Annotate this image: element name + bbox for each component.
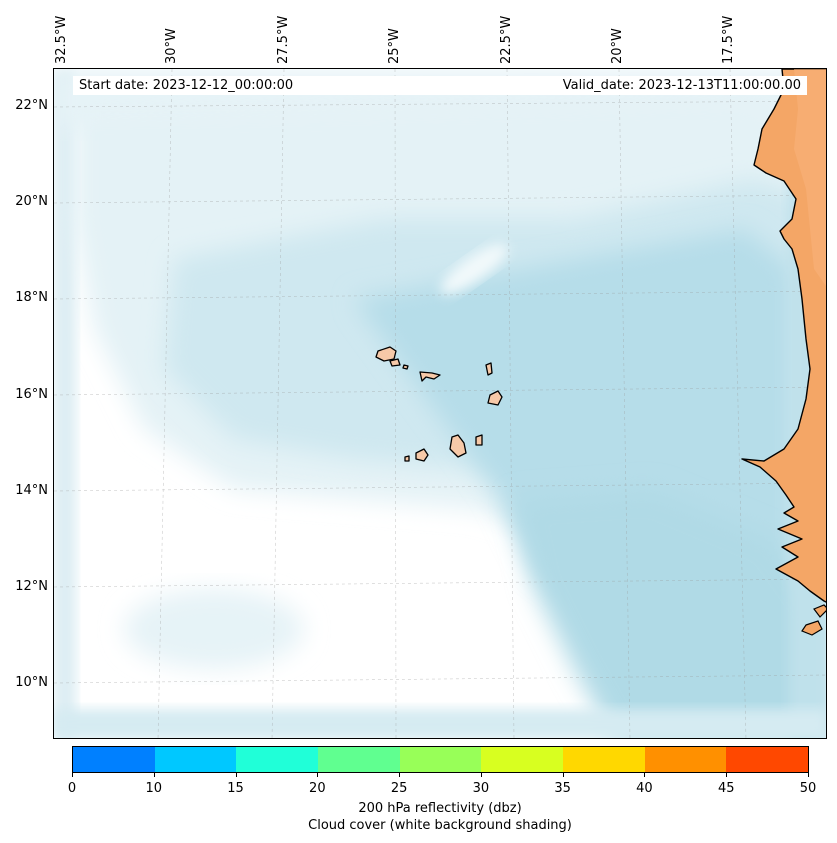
- colorbar-tick-label-3: 20: [309, 781, 326, 796]
- colorbar-tick-label-0: 0: [67, 781, 77, 796]
- colorbar-tick-label-7: 40: [636, 781, 653, 796]
- colorbar-tick-label-6: 35: [554, 781, 571, 796]
- valid-date-label: Valid_date: 2023-12-13T11:00:00.00: [562, 78, 801, 93]
- colorbar-label-cloud-cover: Cloud cover (white background shading): [308, 818, 572, 833]
- map-panel[interactable]: [53, 68, 827, 739]
- bissagos-islands: [801, 604, 826, 636]
- island-sal: [485, 362, 493, 376]
- lat-label-10n: 10°N: [15, 675, 48, 690]
- island-santo-antao: [375, 346, 397, 362]
- colorbar-tickmark-3: [317, 773, 319, 777]
- date-info-bar: Start date: 2023-12-12_00:00:00 Valid_da…: [73, 76, 807, 95]
- lon-label-22-5w: 22.5°W: [499, 15, 514, 64]
- cloud-left-edge: [54, 69, 76, 738]
- gridline-lon-20w: [618, 69, 631, 738]
- lat-label-22n: 22°N: [15, 98, 48, 113]
- gridline-lon-27-5w: [271, 69, 285, 738]
- colorbar-tickmark-2: [235, 773, 237, 777]
- colorbar-tickmark-9: [808, 773, 809, 777]
- colorbar-tick-label-8: 45: [717, 781, 735, 796]
- lat-label-12n: 12°N: [15, 579, 48, 594]
- colorbar-segment-1: [154, 747, 237, 772]
- colorbar-tickmark-7: [644, 773, 646, 777]
- gridline-lon-22-5w: [506, 69, 515, 738]
- gridline-lon-30w: [157, 69, 173, 738]
- africa-mainland: [741, 69, 826, 603]
- island-sao-vicente: [389, 358, 401, 367]
- gridline-lon-25w: [394, 69, 397, 738]
- island-sao-nicolau: [419, 371, 441, 382]
- island-boa-vista: [487, 390, 503, 406]
- lon-label-17-5w: 17.5°W: [721, 15, 736, 64]
- colorbar-tick-label-4: 25: [390, 781, 408, 796]
- start-date-label: Start date: 2023-12-12_00:00:00: [79, 78, 294, 93]
- colorbar-tickmark-8: [726, 773, 728, 777]
- island-maio: [475, 434, 483, 446]
- cloud-bottom-band: [54, 709, 826, 738]
- lon-label-20w: 20°W: [610, 28, 625, 64]
- colorbar-segment-0: [73, 747, 155, 772]
- colorbar-tickmark-5: [480, 773, 482, 777]
- colorbar-tickmark-4: [399, 773, 401, 777]
- cloud-clear-streak: [440, 244, 508, 294]
- lat-label-20n: 20°N: [15, 194, 48, 209]
- colorbar-segment-4: [399, 747, 482, 772]
- cloud-patch-southwest: [124, 589, 304, 669]
- island-brava: [404, 455, 410, 462]
- colorbar-tickmark-6: [562, 773, 564, 777]
- island-santiago: [449, 434, 467, 458]
- colorbar-tick-label-1: 10: [145, 781, 163, 796]
- colorbar-segment-7: [644, 747, 727, 772]
- africa-interior-shade: [794, 69, 826, 287]
- lon-label-27-5w: 27.5°W: [276, 15, 291, 64]
- reflectivity-colorbar: [72, 746, 809, 773]
- colorbar-segment-3: [318, 747, 400, 772]
- colorbar-segment-2: [236, 747, 319, 772]
- lat-label-14n: 14°N: [15, 483, 48, 498]
- lon-label-25w: 25°W: [387, 28, 402, 64]
- lat-label-16n: 16°N: [15, 387, 48, 402]
- colorbar-tick-label-2: 15: [227, 781, 244, 796]
- colorbar-label-reflectivity: 200 hPa reflectivity (dbz): [358, 801, 522, 816]
- lon-label-32-5w: 32.5°W: [54, 15, 69, 64]
- gridline-lon-17-5w: [729, 69, 747, 738]
- colorbar-tick-label-5: 30: [472, 781, 490, 796]
- colorbar-segment-5: [481, 747, 564, 772]
- colorbar-segment-6: [563, 747, 645, 772]
- colorbar-tick-label-9: 50: [799, 781, 817, 796]
- island-fogo: [415, 448, 429, 462]
- colorbar-tickmark-0: [72, 773, 73, 777]
- cloud-cover-shading: [54, 69, 826, 738]
- lon-label-30w: 30°W: [164, 28, 179, 64]
- lat-label-18n: 18°N: [15, 290, 48, 305]
- gridlines: [54, 69, 826, 738]
- map-canvas: [54, 69, 826, 738]
- cape-verde-islands: [375, 346, 503, 462]
- colorbar-segment-8: [726, 747, 809, 772]
- colorbar-tickmark-1: [153, 773, 155, 777]
- island-santa-luzia: [402, 364, 409, 370]
